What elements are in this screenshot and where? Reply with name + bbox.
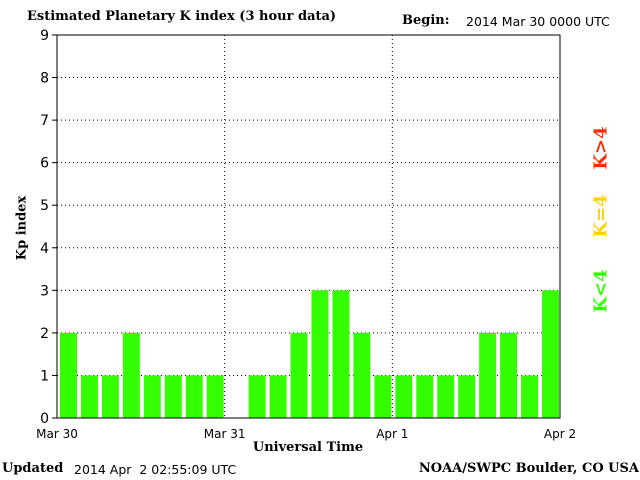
legend-k-equal-4: K=4 — [590, 194, 612, 238]
kp-bar — [164, 375, 182, 418]
y-tick-label: 8 — [40, 71, 49, 87]
y-tick-label: 2 — [40, 326, 49, 342]
kp-bar — [395, 375, 413, 418]
y-tick-label: 5 — [40, 198, 49, 214]
kp-bar — [374, 375, 392, 418]
kp-bar — [185, 375, 203, 418]
begin-value: 2014 Mar 30 0000 UTC — [466, 14, 610, 29]
x-axis-label: Universal Time — [252, 440, 364, 455]
y-tick-label: 4 — [40, 241, 49, 257]
x-tick-label: Apr 1 — [376, 427, 408, 441]
kp-bar — [332, 290, 350, 418]
kp-bar — [60, 332, 77, 418]
kp-bar — [353, 332, 371, 418]
legend-k-above-4: K>4 — [590, 126, 612, 170]
kp-bar — [269, 375, 287, 418]
y-tick-label: 9 — [40, 28, 49, 44]
updated-timestamp: 2014 Apr 2 02:55:09 UTC — [74, 462, 237, 477]
chart-title: Estimated Planetary K index (3 hour data… — [27, 9, 337, 24]
legend-k-below-4: K<4 — [590, 269, 612, 313]
kp-bar — [290, 332, 308, 418]
kp-bar — [437, 375, 455, 418]
kp-bar — [248, 375, 266, 418]
kp-bar — [542, 290, 559, 418]
kp-bar — [80, 375, 98, 418]
credit-line: NOAA/SWPC Boulder, CO USA — [418, 461, 639, 476]
x-tick-label: Mar 30 — [36, 427, 78, 441]
kp-bar — [416, 375, 434, 418]
updated-label: Updated — [2, 461, 64, 476]
y-tick-label: 7 — [40, 113, 49, 129]
y-tick-label: 3 — [40, 283, 49, 299]
kp-bar — [521, 375, 539, 418]
kp-bar — [479, 332, 497, 418]
kp-bar — [206, 375, 224, 418]
kp-bar — [311, 290, 329, 418]
y-tick-label: 1 — [40, 368, 49, 384]
kp-bar — [122, 332, 140, 418]
kp-bar — [143, 375, 161, 418]
plot-frame — [56, 34, 561, 419]
x-tick-label: Apr 2 — [544, 427, 576, 441]
begin-label: Begin: — [402, 13, 450, 28]
y-tick-label: 0 — [40, 411, 49, 427]
kp-bar — [458, 375, 476, 418]
kp-bar — [101, 375, 119, 418]
y-tick-label: 6 — [40, 156, 49, 172]
y-axis-label: Kp index — [14, 195, 30, 261]
x-tick-label: Mar 31 — [204, 427, 246, 441]
kp-bar — [500, 332, 518, 418]
